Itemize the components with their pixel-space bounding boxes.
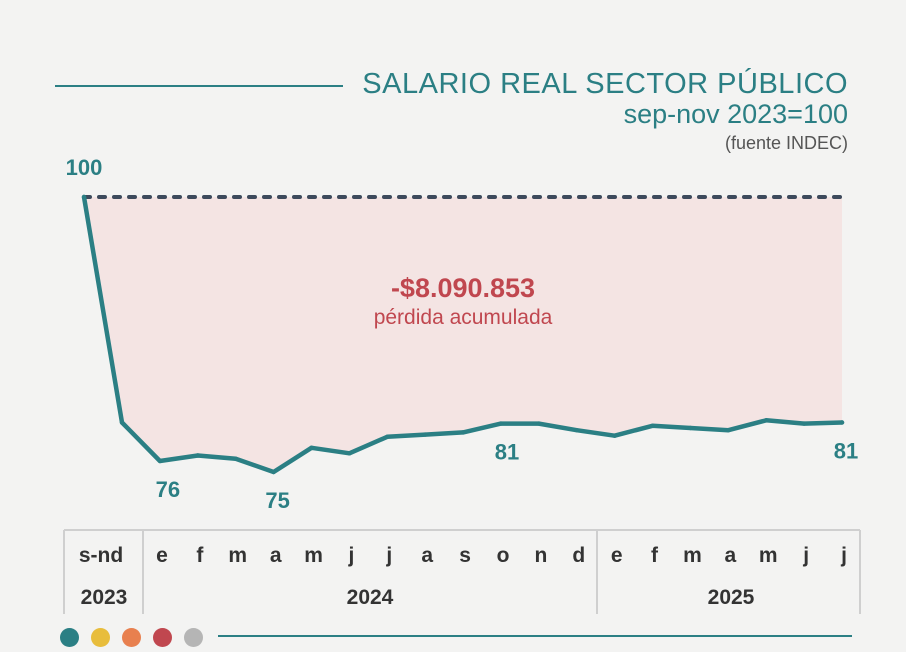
data-point xyxy=(726,428,731,433)
color-dot xyxy=(184,628,203,647)
point-label: 100 xyxy=(66,155,103,180)
data-point xyxy=(119,420,125,425)
tick-label: j xyxy=(840,544,847,567)
tick-label: e xyxy=(156,544,168,567)
color-dot xyxy=(91,628,110,647)
tick-label: m xyxy=(759,544,778,567)
year-label: 2023 xyxy=(81,586,128,609)
tick-label: s xyxy=(459,544,471,567)
tick-label: a xyxy=(421,544,433,567)
tick-label: j xyxy=(802,544,809,567)
color-dot xyxy=(60,628,79,647)
tick-label: a xyxy=(270,544,282,567)
data-point xyxy=(81,194,87,200)
color-dot xyxy=(153,628,172,647)
data-point xyxy=(536,421,542,426)
year-label: 2024 xyxy=(347,586,394,609)
chart-subtitle: sep-nov 2023=100 xyxy=(623,99,848,129)
data-point xyxy=(233,456,238,461)
point-label: 81 xyxy=(495,440,519,465)
data-point xyxy=(157,458,163,464)
data-point xyxy=(498,421,504,426)
data-point xyxy=(688,425,693,431)
data-point xyxy=(801,421,807,426)
tick-label: e xyxy=(611,544,623,567)
point-label: 81 xyxy=(834,439,858,464)
color-dot xyxy=(122,628,141,647)
loss-area xyxy=(84,197,842,472)
footer-rule xyxy=(218,635,852,637)
tick-label: j xyxy=(348,544,355,567)
tick-label: j xyxy=(385,544,392,567)
tick-label: m xyxy=(683,544,702,567)
annotation-label: pérdida acumulada xyxy=(374,306,553,329)
tick-label: a xyxy=(724,544,736,567)
data-point xyxy=(650,423,655,428)
chart-source: (fuente INDEC) xyxy=(724,133,848,153)
tick-label: f xyxy=(651,544,659,567)
data-point xyxy=(271,469,276,475)
title-rule xyxy=(55,85,343,87)
tick-label: s-nd xyxy=(79,544,123,567)
tick-label: d xyxy=(572,544,585,567)
point-label: 75 xyxy=(265,488,289,513)
data-point xyxy=(385,434,390,439)
data-point xyxy=(195,453,200,458)
tick-label: m xyxy=(228,544,247,567)
tick-label: m xyxy=(304,544,323,567)
point-label: 76 xyxy=(156,477,180,502)
color-dots xyxy=(60,628,203,647)
tick-label: f xyxy=(196,544,204,567)
annotation-value: -$8.090.853 xyxy=(391,273,535,303)
data-point xyxy=(460,430,466,435)
year-label: 2025 xyxy=(708,586,755,609)
data-point xyxy=(612,433,617,438)
data-point xyxy=(839,420,845,425)
data-point xyxy=(422,432,428,437)
data-point xyxy=(309,445,314,450)
data-point xyxy=(764,418,769,423)
data-point xyxy=(347,451,352,456)
tick-label: o xyxy=(497,544,510,567)
chart-title: SALARIO REAL SECTOR PÚBLICO xyxy=(362,68,848,100)
data-point xyxy=(574,428,579,433)
tick-label: n xyxy=(534,544,547,567)
